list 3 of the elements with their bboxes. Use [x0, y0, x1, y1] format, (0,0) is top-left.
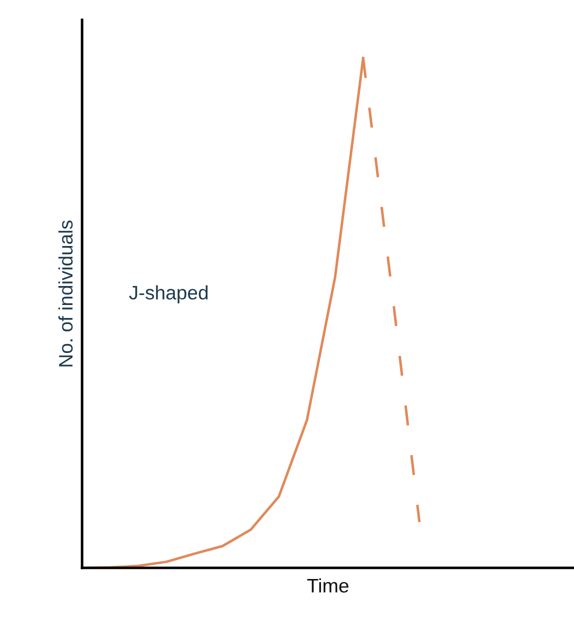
y-axis-title: No. of individuals	[58, 220, 73, 366]
x-axis-title: Time	[307, 578, 348, 593]
annotation: J-shaped	[129, 285, 208, 304]
